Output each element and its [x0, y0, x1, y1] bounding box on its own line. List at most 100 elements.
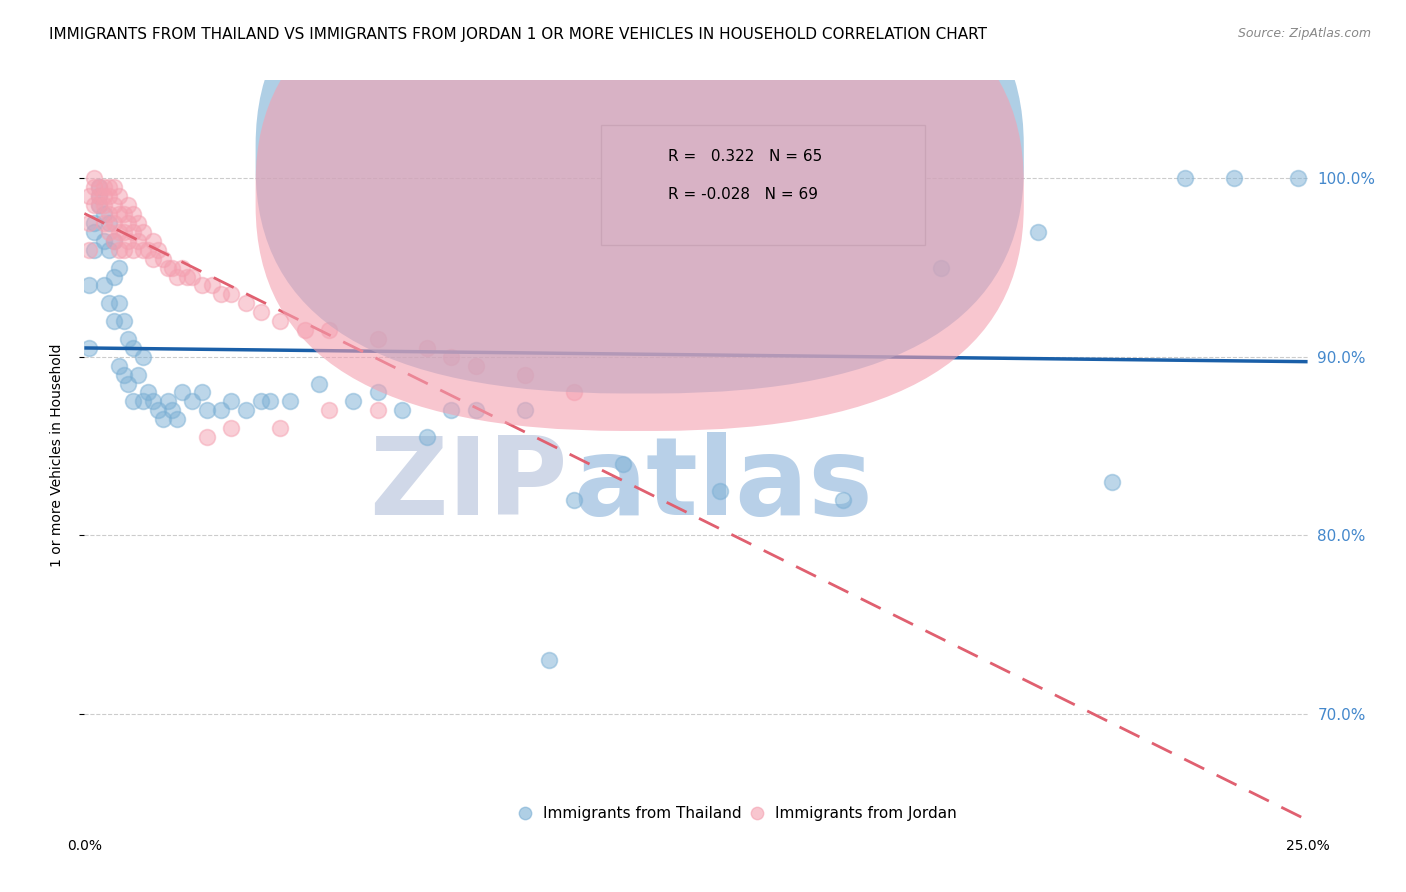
FancyBboxPatch shape [256, 0, 1024, 393]
Point [93, 189, 115, 203]
Point [142, 234, 165, 248]
Point [235, 296, 257, 310]
Point [1286, 171, 1309, 186]
Point [166, 412, 188, 426]
Point [181, 394, 204, 409]
Point [146, 403, 169, 417]
Point [107, 225, 129, 239]
Point [103, 198, 125, 212]
Text: Immigrants from Thailand: Immigrants from Thailand [543, 805, 742, 821]
Point [103, 234, 125, 248]
Point [107, 296, 129, 310]
Point [318, 323, 340, 337]
Point [97, 243, 120, 257]
Point [142, 252, 165, 266]
Point [709, 483, 731, 498]
Point [112, 207, 135, 221]
Point [122, 207, 145, 221]
Point [195, 430, 218, 444]
Point [200, 278, 222, 293]
Point [294, 323, 316, 337]
Point [318, 403, 340, 417]
Point [117, 198, 139, 212]
Point [77, 341, 100, 355]
Point [87, 180, 110, 194]
Point [259, 394, 281, 409]
Point [136, 243, 159, 257]
Point [166, 269, 188, 284]
Point [136, 385, 159, 400]
Point [93, 278, 115, 293]
Point [219, 421, 242, 435]
Point [112, 225, 135, 239]
Point [513, 368, 536, 382]
Point [195, 403, 218, 417]
Point [93, 207, 115, 221]
Point [538, 653, 561, 667]
Text: R =   0.322   N = 65: R = 0.322 N = 65 [668, 149, 823, 164]
Point [97, 189, 120, 203]
Y-axis label: 1 or more Vehicles in Household: 1 or more Vehicles in Household [49, 343, 63, 566]
Point [93, 216, 115, 230]
Point [122, 225, 145, 239]
Point [191, 385, 214, 400]
Point [249, 394, 271, 409]
Text: atlas: atlas [574, 432, 873, 538]
Point [156, 260, 179, 275]
Point [172, 260, 194, 275]
Point [107, 260, 129, 275]
Point [93, 180, 115, 194]
FancyBboxPatch shape [600, 125, 925, 245]
Point [191, 278, 214, 293]
Point [97, 207, 120, 221]
FancyBboxPatch shape [256, 0, 1024, 431]
Point [87, 198, 110, 212]
Point [219, 287, 242, 301]
Point [87, 198, 110, 212]
Point [342, 394, 364, 409]
Point [249, 305, 271, 319]
Point [83, 225, 105, 239]
Point [112, 243, 135, 257]
Point [87, 189, 110, 203]
Point [83, 180, 105, 194]
Point [103, 180, 125, 194]
Point [87, 180, 110, 194]
Text: Source: ZipAtlas.com: Source: ZipAtlas.com [1237, 27, 1371, 40]
Point [107, 359, 129, 373]
Point [103, 216, 125, 230]
Point [97, 216, 120, 230]
Point [132, 225, 155, 239]
Point [162, 403, 184, 417]
Point [122, 243, 145, 257]
Point [77, 216, 100, 230]
Point [513, 403, 536, 417]
Point [142, 394, 165, 409]
Point [464, 359, 486, 373]
Text: ZIP: ZIP [368, 432, 568, 538]
Point [83, 243, 105, 257]
Point [181, 269, 204, 284]
Point [831, 492, 853, 507]
Point [269, 421, 291, 435]
Point [391, 403, 413, 417]
Point [117, 376, 139, 391]
Point [146, 243, 169, 257]
Text: Immigrants from Jordan: Immigrants from Jordan [776, 805, 957, 821]
Point [97, 296, 120, 310]
Point [152, 412, 174, 426]
Point [219, 394, 242, 409]
Point [929, 260, 952, 275]
Point [367, 403, 389, 417]
Point [117, 332, 139, 346]
Point [308, 376, 330, 391]
Point [127, 216, 149, 230]
Point [122, 341, 145, 355]
Point [367, 385, 389, 400]
Point [235, 403, 257, 417]
Text: IMMIGRANTS FROM THAILAND VS IMMIGRANTS FROM JORDAN 1 OR MORE VEHICLES IN HOUSEHO: IMMIGRANTS FROM THAILAND VS IMMIGRANTS F… [49, 27, 987, 42]
Point [103, 314, 125, 328]
Point [172, 385, 194, 400]
Point [77, 243, 100, 257]
Point [132, 394, 155, 409]
